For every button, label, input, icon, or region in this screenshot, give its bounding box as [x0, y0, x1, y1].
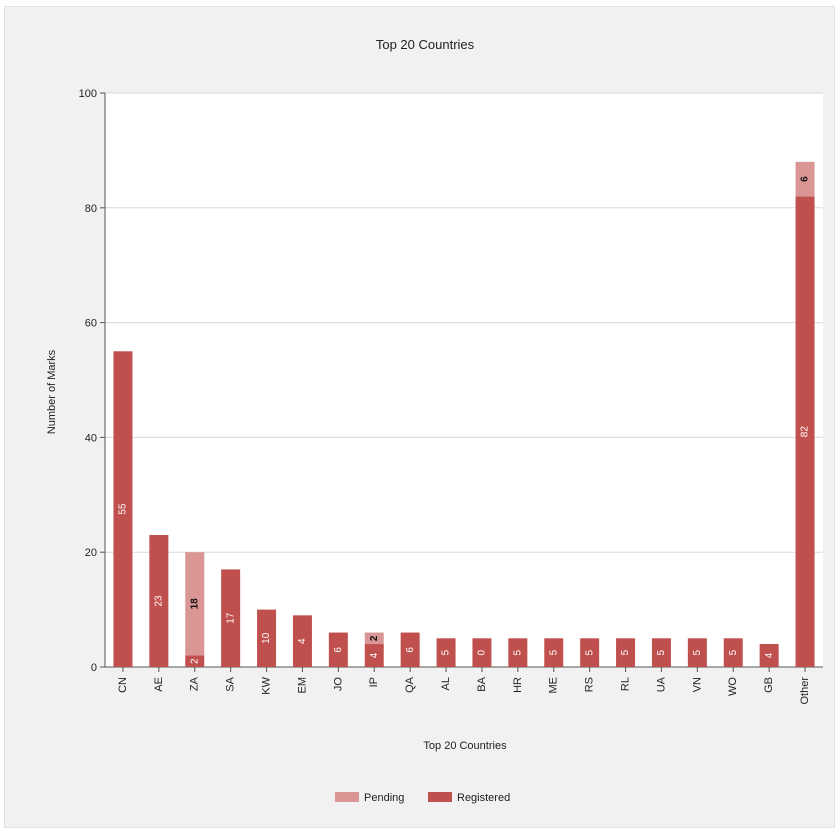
legend-label-pending: Pending	[364, 792, 404, 804]
x-tick-label: RS	[584, 677, 596, 692]
y-tick-label: 60	[85, 318, 97, 330]
bar-registered-hr	[508, 638, 528, 667]
bar-registered-rl	[616, 638, 636, 667]
bar-chart: Top 20 Countries 02040608010055CN23AE218…	[46, 37, 823, 804]
chart-panel: Top 20 Countries 0 20 40 60 80 100 55 CN 23 AE 2 18…	[4, 6, 835, 828]
data-label-registered: 5	[512, 649, 523, 655]
bar-registered-vn	[687, 638, 707, 667]
x-tick-label: IP	[368, 677, 380, 687]
data-label-registered: 5	[656, 649, 667, 655]
data-label-pending: 2	[369, 635, 380, 641]
plot-area: 02040608010055CN23AE218ZA17SA10KW4EM6JO4…	[79, 88, 823, 705]
x-tick-label: GB	[763, 677, 775, 693]
x-tick-label: VN	[691, 677, 703, 692]
data-label-registered: 5	[441, 649, 452, 655]
data-label-registered: 55	[118, 503, 129, 515]
bar-registered-kw	[257, 609, 277, 667]
legend-swatch-pending	[335, 792, 359, 802]
y-tick-label: 20	[85, 547, 97, 559]
x-tick-label: EM	[296, 677, 308, 694]
x-axis-title: Top 20 Countries	[423, 740, 507, 752]
bar-registered-other	[795, 196, 815, 667]
y-axis-title: Number of Marks	[46, 349, 58, 434]
data-label-registered: 5	[584, 649, 595, 655]
bar-registered-sa	[221, 569, 241, 667]
data-label-pending: 18	[189, 598, 200, 610]
bar-registered-gb	[759, 644, 779, 667]
x-tick-label: UA	[655, 676, 667, 692]
x-tick-label: AL	[440, 677, 452, 690]
chart-title: Top 20 Countries	[376, 37, 475, 52]
data-label-registered: 6	[333, 647, 344, 653]
legend: Pending Registered	[335, 792, 510, 804]
data-label-registered: 23	[153, 595, 164, 607]
x-tick-label: CN	[117, 677, 129, 693]
data-label-registered: 4	[369, 652, 380, 658]
x-tick-label: Other	[799, 677, 811, 705]
x-tick-label: ME	[548, 677, 560, 694]
bar-registered-wo	[723, 638, 743, 667]
data-label-registered: 5	[728, 649, 739, 655]
bar-pending-other	[795, 161, 815, 197]
data-label-registered: 10	[261, 632, 272, 644]
bar-registered-ua	[651, 638, 671, 667]
bar-registered-qa	[400, 632, 420, 667]
data-label-registered: 4	[297, 638, 308, 644]
x-tick-label: RL	[619, 677, 631, 691]
data-label-registered: 82	[800, 426, 811, 438]
data-label-registered: 5	[620, 649, 631, 655]
legend-label-registered: Registered	[457, 792, 510, 804]
x-tick-label: BA	[476, 676, 488, 691]
bar-pending-ip	[364, 632, 384, 645]
x-tick-label: JO	[332, 677, 344, 692]
y-tick-label: 80	[85, 203, 97, 215]
legend-swatch-registered	[428, 792, 452, 802]
bar-pending-za	[185, 552, 205, 656]
y-tick-label: 0	[91, 662, 97, 674]
x-tick-label: QA	[404, 676, 416, 693]
data-label-registered: 5	[548, 649, 559, 655]
x-tick-label: WO	[727, 677, 739, 696]
bar-registered-rs	[580, 638, 600, 667]
data-label-registered: 2	[189, 658, 200, 664]
bar-registered-ba	[472, 638, 492, 667]
data-label-registered: 17	[225, 612, 236, 624]
data-label-registered: 6	[405, 647, 416, 653]
bar-registered-za	[185, 655, 205, 667]
x-tick-label: KW	[260, 676, 272, 694]
plot-background	[105, 93, 823, 667]
bar-registered-jo	[328, 632, 348, 667]
bar-registered-ip	[364, 644, 384, 667]
bar-registered-ae	[149, 534, 169, 667]
x-tick-label: ZA	[189, 676, 201, 691]
data-label-registered: 0	[477, 649, 488, 655]
bar-registered-me	[544, 638, 564, 667]
data-label-registered: 5	[692, 649, 703, 655]
x-tick-label: SA	[225, 676, 237, 691]
data-label-registered: 4	[764, 652, 775, 658]
y-tick-label: 40	[85, 432, 97, 444]
x-tick-label: AE	[153, 677, 165, 692]
bar-registered-al	[436, 638, 456, 667]
y-tick-label: 100	[79, 88, 97, 100]
bar-registered-em	[292, 615, 312, 667]
x-tick-label: HR	[512, 677, 524, 693]
bar-registered-cn	[113, 351, 133, 667]
data-label-pending: 6	[800, 176, 811, 182]
